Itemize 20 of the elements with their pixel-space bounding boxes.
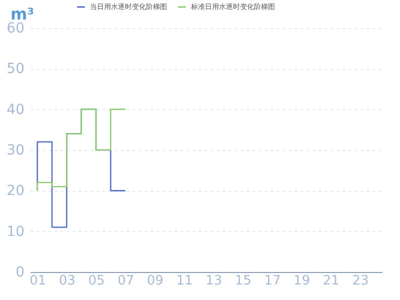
x-tick-label: 09 (146, 274, 164, 288)
x-tick-label: 01 (30, 274, 46, 288)
y-tick-label: 0 (16, 264, 24, 280)
y-tick-label: 30 (6, 142, 24, 158)
x-tick-label: 17 (264, 274, 281, 288)
x-tick-label: 13 (206, 274, 222, 288)
x-tick-label: 07 (118, 274, 134, 288)
x-tick-label: 11 (176, 274, 193, 288)
x-tick-label: 21 (322, 274, 340, 288)
x-tick-label: 19 (294, 274, 310, 288)
x-tick-label: 15 (234, 274, 252, 288)
x-tick-label: 23 (352, 274, 369, 288)
y-tick-label: 10 (6, 224, 24, 240)
y-tick-label: 20 (6, 183, 24, 200)
x-tick-label: 05 (88, 274, 105, 288)
x-tick-label: 03 (58, 274, 76, 288)
y-tick-label: 60 (6, 20, 24, 36)
y-tick-label: 50 (6, 61, 24, 78)
y-axis-title: m³ (10, 4, 34, 24)
y-tick-label: 40 (6, 102, 24, 118)
